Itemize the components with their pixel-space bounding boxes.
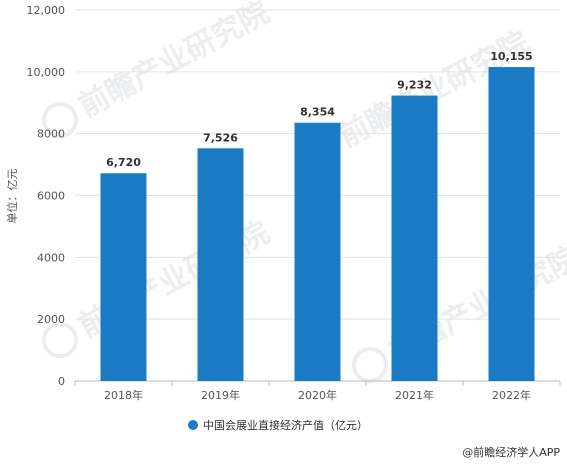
- bar: [197, 148, 244, 381]
- y-tick-label: 4000: [37, 251, 65, 264]
- data-label: 6,720: [106, 156, 141, 169]
- bar: [391, 95, 438, 381]
- x-tick-label: 2019年: [201, 388, 240, 402]
- x-axis-ticks: 2018年 2019年 2020年 2021年 2022年: [74, 381, 561, 402]
- x-tick-label: 2022年: [492, 388, 531, 402]
- data-label: 9,232: [397, 79, 432, 92]
- svg-text:前瞻产业研究院: 前瞻产业研究院: [73, 0, 275, 125]
- credit-text: @前瞻经济学人APP: [462, 445, 560, 459]
- x-tick-label: 2018年: [104, 388, 143, 402]
- y-tick-label: 12,000: [27, 4, 66, 17]
- legend: 中国会展业直接经济产值（亿元）: [188, 418, 368, 432]
- bars: [100, 67, 535, 381]
- data-label: 10,155: [490, 50, 532, 63]
- y-tick-label: 0: [58, 375, 65, 388]
- x-tick-label: 2020年: [298, 388, 337, 402]
- data-label: 8,354: [300, 106, 335, 119]
- y-tick-label: 6000: [37, 190, 65, 203]
- bar: [294, 122, 341, 381]
- y-tick-label: 2000: [37, 313, 65, 326]
- x-tick-label: 2021年: [395, 388, 434, 402]
- data-labels: 6,720 7,526 8,354 9,232 10,155: [106, 50, 533, 169]
- bar: [100, 173, 147, 381]
- y-axis-ticks: 0 2000 4000 6000 8000 10,000 12,000: [27, 4, 66, 388]
- bar: [488, 67, 535, 381]
- legend-label: 中国会展业直接经济产值（亿元）: [203, 418, 368, 432]
- legend-marker: [188, 420, 198, 430]
- data-label: 7,526: [203, 131, 238, 144]
- y-axis-label: 单位：亿元: [5, 169, 19, 224]
- y-tick-label: 8000: [37, 128, 65, 141]
- y-tick-label: 10,000: [27, 66, 66, 79]
